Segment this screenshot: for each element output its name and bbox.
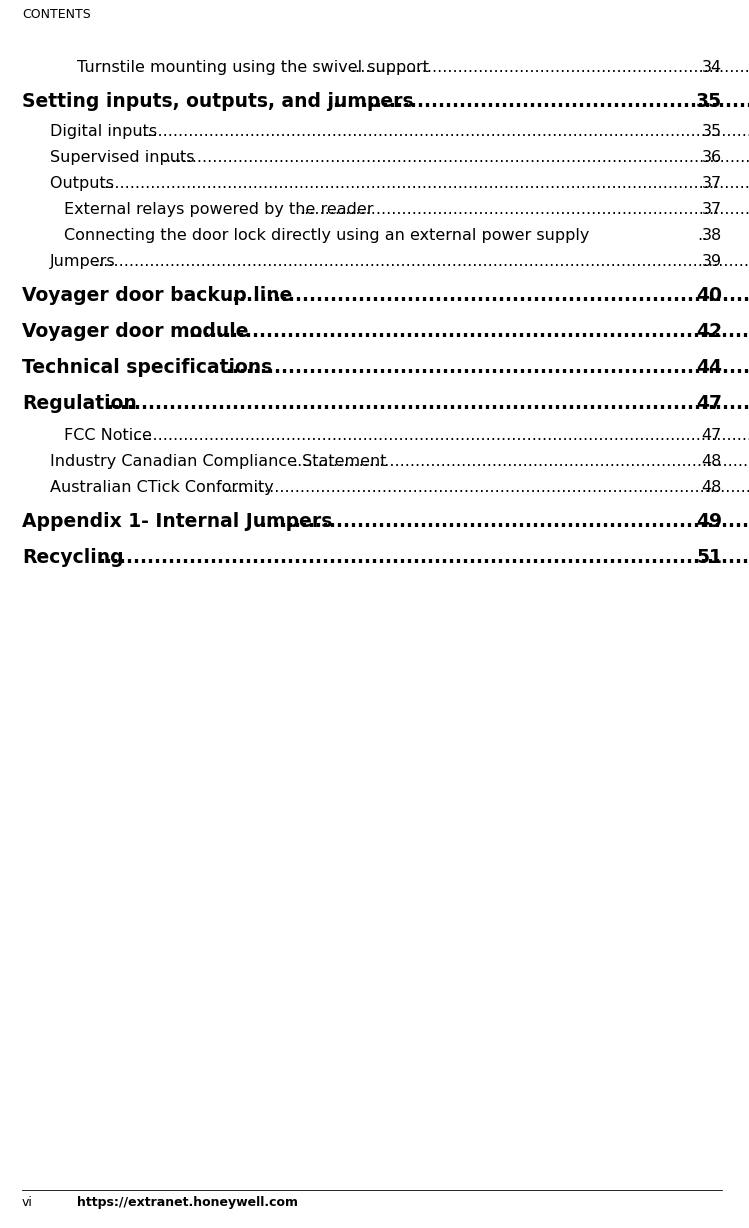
Text: CONTENTS: CONTENTS [22, 9, 91, 21]
Text: 47: 47 [702, 429, 722, 443]
Text: ................................................................................: ........................................… [224, 480, 749, 495]
Text: ................................................................................: ........................................… [225, 286, 749, 305]
Text: FCC Notice: FCC Notice [64, 429, 157, 443]
Text: ................................................................................: ........................................… [137, 124, 749, 139]
Text: Technical specifications: Technical specifications [22, 359, 272, 377]
Text: Appendix 1- Internal Jumpers: Appendix 1- Internal Jumpers [22, 512, 333, 530]
Text: Recycling: Recycling [22, 548, 124, 567]
Text: External relays powered by the reader: External relays powered by the reader [64, 201, 379, 217]
Text: 48: 48 [702, 454, 722, 469]
Text: Voyager door backup line: Voyager door backup line [22, 286, 292, 305]
Text: ................................................................................: ........................................… [94, 254, 749, 269]
Text: 49: 49 [696, 512, 722, 530]
Text: https://extranet.honeywell.com: https://extranet.honeywell.com [77, 1196, 298, 1210]
Text: 36: 36 [702, 150, 722, 165]
Text: ................................................................................: ........................................… [183, 322, 749, 341]
Text: vi: vi [22, 1196, 33, 1210]
Text: 44: 44 [696, 359, 722, 377]
Text: ................................................................................: ........................................… [258, 512, 749, 530]
Text: Turnstile mounting using the swivel support: Turnstile mounting using the swivel supp… [77, 60, 434, 75]
Text: ................................................................................: ........................................… [350, 60, 749, 75]
Text: 51: 51 [696, 548, 722, 567]
Text: ................................................................................: ........................................… [162, 150, 749, 165]
Text: ................................................................................: ........................................… [225, 359, 749, 377]
Text: 47: 47 [696, 394, 722, 413]
Text: ................................................................................: ........................................… [300, 201, 749, 217]
Text: ..: .. [697, 228, 707, 243]
Text: ................................................................................: ........................................… [106, 394, 749, 413]
Text: Connecting the door lock directly using an external power supply: Connecting the door lock directly using … [64, 228, 595, 243]
Text: Supervised inputs: Supervised inputs [50, 150, 200, 165]
Text: Digital inputs: Digital inputs [50, 124, 157, 139]
Text: 35: 35 [696, 92, 722, 111]
Text: 35: 35 [702, 124, 722, 139]
Text: 38: 38 [702, 228, 722, 243]
Text: Australian CTick Conformity: Australian CTick Conformity [50, 480, 279, 495]
Text: ................................................................................: ........................................… [98, 548, 749, 567]
Text: ................................................................................: ........................................… [133, 429, 749, 443]
Text: 39: 39 [702, 254, 722, 269]
Text: 48: 48 [702, 480, 722, 495]
Text: 34: 34 [702, 60, 722, 75]
Text: Regulation: Regulation [22, 394, 137, 413]
Text: 37: 37 [702, 201, 722, 217]
Text: 37: 37 [702, 176, 722, 192]
Text: 40: 40 [696, 286, 722, 305]
Text: Industry Canadian Compliance Statement: Industry Canadian Compliance Statement [50, 454, 392, 469]
Text: Setting inputs, outputs, and jumpers: Setting inputs, outputs, and jumpers [22, 92, 413, 111]
Text: Voyager door module: Voyager door module [22, 322, 249, 341]
Text: ................................................................................: ........................................… [327, 92, 749, 111]
Text: 42: 42 [696, 322, 722, 341]
Text: ................................................................................: ........................................… [292, 454, 749, 469]
Text: Jumpers: Jumpers [50, 254, 115, 269]
Text: Outputs: Outputs [50, 176, 119, 192]
Text: ................................................................................: ........................................… [100, 176, 749, 192]
